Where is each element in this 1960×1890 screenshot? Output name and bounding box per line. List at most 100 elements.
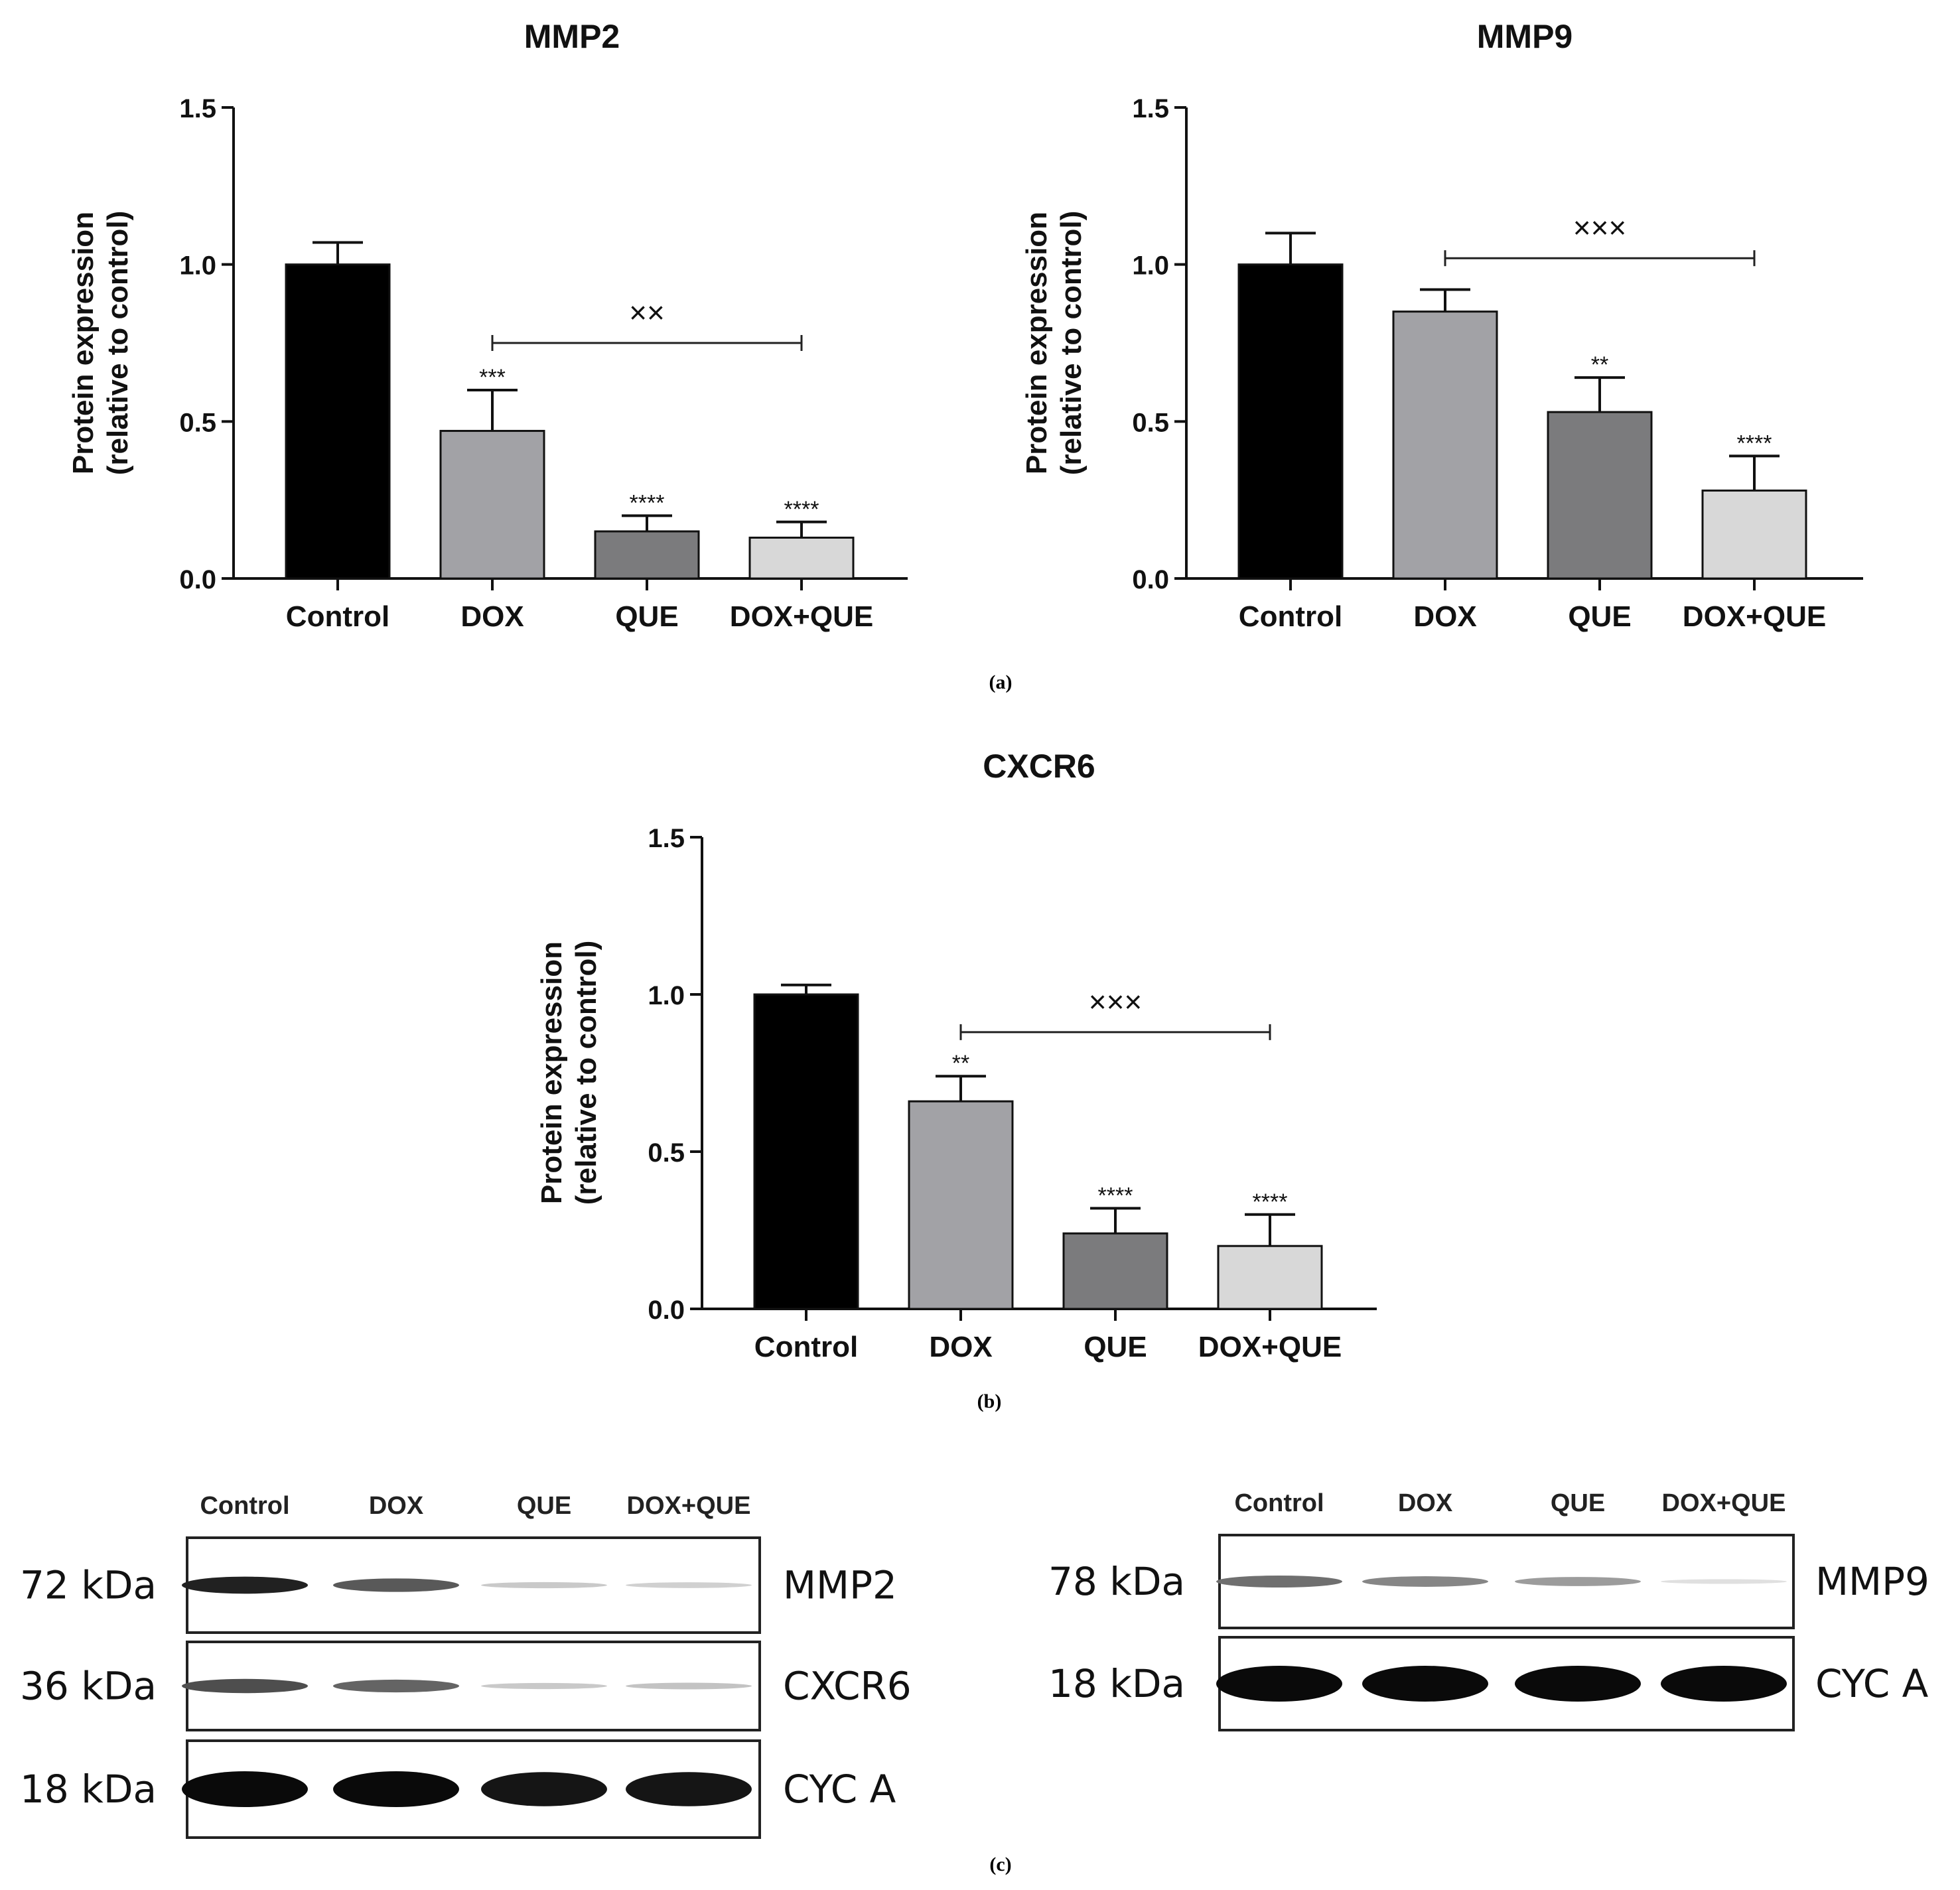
lane-label: DOX+QUE [627,1492,751,1520]
y-tick-label: 1.5 [1132,94,1169,123]
significance-label: ** [952,1051,969,1076]
y-tick-label: 1.0 [1132,251,1169,281]
protein-band [626,1682,752,1690]
lane-label: QUE [1551,1489,1605,1517]
bar-dox [908,1100,1014,1310]
protein-band [1216,1666,1342,1702]
bracket-label: ×× [629,295,665,330]
y-tick-label: 1.5 [648,824,685,853]
panel-label-a: (a) [989,671,1013,693]
panel-label-b: (b) [977,1390,1002,1412]
significance-label: ** [1591,352,1608,377]
y-tick-label: 1.0 [648,981,685,1010]
molecular-weight-label: 36 kDa [20,1664,157,1709]
protein-band [1515,1666,1641,1702]
lane-label: Control [1234,1489,1324,1517]
molecular-weight-label: 78 kDa [1048,1559,1185,1604]
protein-band [333,1578,459,1592]
lane-label: QUE [517,1492,571,1520]
x-tick-label: Control [286,600,389,633]
protein-band [1362,1666,1488,1702]
protein-band [182,1576,308,1594]
chart-title: MMP9 [1477,18,1573,55]
protein-name-label: CYC A [783,1767,896,1812]
x-tick-label: DOX [929,1331,992,1363]
y-axis-label: Protein expression [535,941,568,1204]
x-tick-label: Control [754,1331,858,1363]
x-tick-label: DOX+QUE [1198,1331,1342,1363]
x-tick-label: QUE [1084,1331,1147,1363]
significance-label: **** [1098,1183,1133,1208]
lane-label: DOX+QUE [1662,1489,1786,1517]
protein-band [1661,1666,1787,1702]
protein-band [626,1772,752,1806]
molecular-weight-label: 18 kDa [1048,1661,1185,1706]
bar-que [594,530,700,580]
blot-row-mmp2: 72 kDa MMP2 [20,1536,897,1634]
significance-label: *** [479,365,506,390]
western-blot-2: Control DOX QUE DOX+QUE 78 kDa MMP9 18 kDa CYC … [1048,1489,1929,1731]
bar-que [1062,1232,1168,1310]
blots-layer: Control DOX QUE DOX+QUE 72 kDa MMP2 36 kDa CXCR… [20,1489,1929,1839]
protein-band [481,1682,607,1690]
protein-name-label: MMP9 [1815,1559,1929,1604]
protein-band [182,1678,308,1694]
bar-dox [439,430,545,580]
western-blot-1: Control DOX QUE DOX+QUE 72 kDa MMP2 36 kDa CXCR… [20,1492,912,1839]
protein-name-label: MMP2 [783,1563,897,1608]
chart-mmp2: MMP2 Protein expression (relative to contr… [67,18,908,633]
x-tick-label: DOX [460,600,524,633]
x-tick-label: DOX [1413,600,1476,633]
bar-dox-que [1217,1245,1323,1310]
bar-dox [1392,310,1498,580]
x-tick-label: QUE [615,600,678,633]
protein-band [1515,1577,1641,1586]
significance-label: **** [1253,1189,1288,1215]
bracket-label: ××× [1573,210,1627,245]
protein-name-label: CXCR6 [783,1664,912,1709]
blot-row-mmp9: 78 kDa MMP9 [1048,1534,1929,1629]
significance-label: **** [1737,431,1772,456]
bar-dox-que [748,536,855,580]
significance-label: **** [784,497,819,522]
chart-title: MMP2 [524,18,620,55]
significance-label: **** [630,490,665,515]
x-tick-label: DOX+QUE [1683,600,1826,633]
y-axis-label: (relative to control) [570,941,602,1205]
blot-row-cxcr6: 36 kDa CXCR6 [20,1641,912,1731]
molecular-weight-label: 72 kDa [20,1563,157,1608]
y-tick-label: 0.5 [179,408,216,437]
blot-row-cyc-a: 18 kDa CYC A [1048,1636,1929,1731]
protein-band [1362,1576,1488,1587]
bar-control [285,263,391,580]
molecular-weight-label: 18 kDa [20,1767,157,1812]
blot-row-cyc-a: 18 kDa CYC A [20,1739,896,1839]
lane-label: Control [200,1492,289,1520]
y-tick-label: 0.0 [648,1296,685,1325]
bar-control [753,993,859,1310]
y-tick-label: 0.0 [179,565,216,594]
chart-cxcr6: CXCR6 Protein expression (relative to cont… [535,748,1377,1363]
y-tick-label: 1.0 [179,251,216,281]
protein-band [626,1582,752,1588]
chart-mmp9: MMP9 Protein expression (relative to contr… [1020,18,1863,633]
protein-band [481,1582,607,1589]
y-axis-label: Protein expression [1020,212,1053,474]
y-tick-label: 0.0 [1132,565,1169,594]
protein-name-label: CYC A [1815,1661,1929,1706]
lane-label: DOX [369,1492,424,1520]
y-tick-label: 0.5 [648,1138,685,1168]
protein-band [1661,1579,1787,1584]
y-axis-label: (relative to control) [102,211,134,476]
x-tick-label: DOX+QUE [730,600,873,633]
x-tick-label: QUE [1568,600,1631,633]
bar-control [1237,263,1344,580]
y-axis-label: (relative to control) [1055,211,1087,476]
x-tick-label: Control [1239,600,1342,633]
protein-band [333,1771,459,1807]
bar-dox-que [1701,489,1807,580]
y-tick-label: 0.5 [1132,408,1169,437]
y-tick-label: 1.5 [179,94,216,123]
